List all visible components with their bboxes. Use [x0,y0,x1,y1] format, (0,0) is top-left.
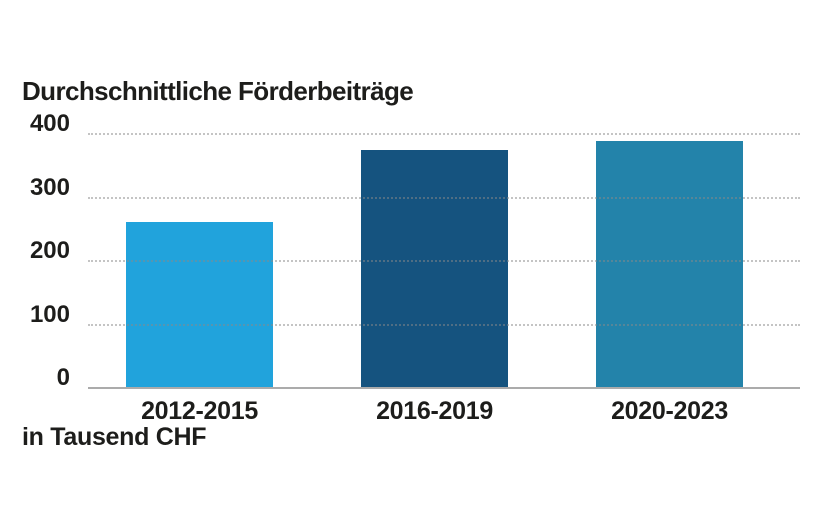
bar-2016-2019 [361,150,508,387]
y-tick-label-300: 300 [29,173,70,201]
bar-2020-2023 [596,141,743,387]
y-tick-label-200: 200 [29,237,70,264]
x-label-2020-2023: 2020-2023 [611,397,728,425]
gridline-200 [88,260,800,262]
chart-title: Durchschnittliche Förderbeiträge [22,76,414,106]
gridline-300 [88,196,800,199]
gridline-400 [88,133,800,135]
axis-unit-note: in Tausend CHF [22,423,207,451]
y-tick-label-100: 100 [29,300,70,328]
y-tick-label-400: 400 [29,110,70,137]
y-tick-label-0: 0 [56,364,70,391]
gridline-100 [88,323,800,326]
x-label-2016-2019: 2016-2019 [376,397,493,425]
x-axis-baseline [88,387,800,389]
x-label-2012-2015: 2012-2015 [141,397,258,425]
bar-2012-2015 [126,222,273,387]
